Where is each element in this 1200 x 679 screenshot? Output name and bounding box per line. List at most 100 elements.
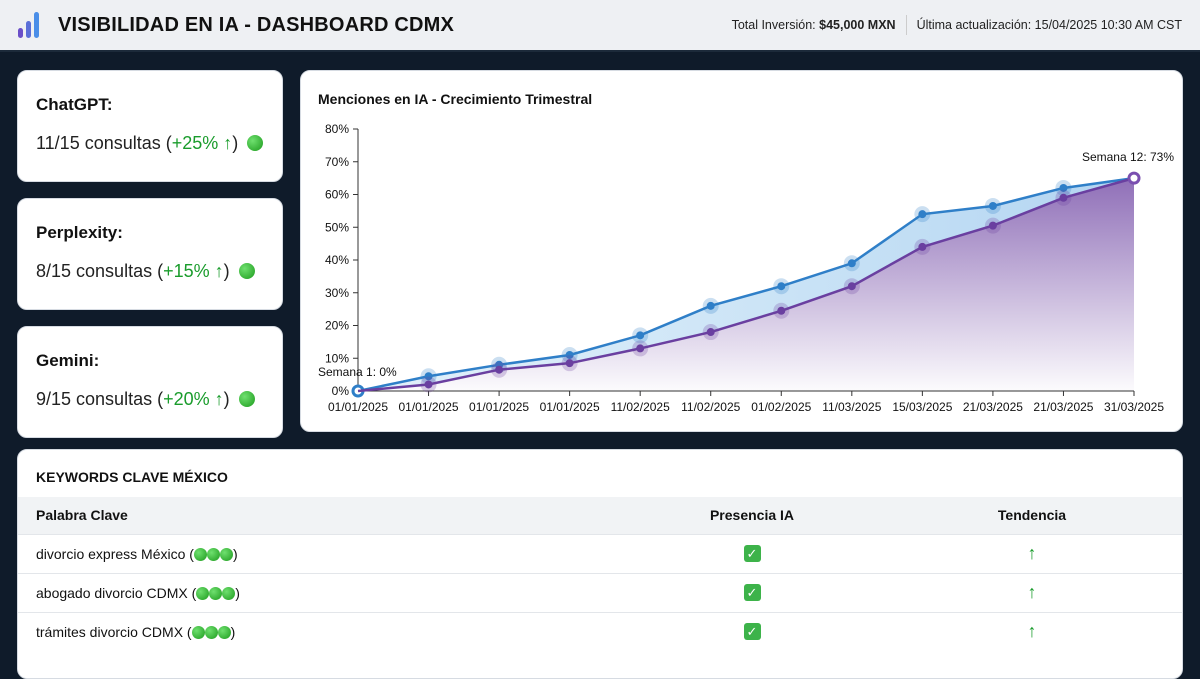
stat-title: ChatGPT:: [36, 95, 113, 114]
green-status-icon: [238, 391, 255, 407]
data-point: [424, 372, 433, 381]
paren: ): [223, 261, 230, 281]
x-tick-label: 31/03/2025: [1104, 400, 1164, 414]
y-tick-label: 30%: [325, 286, 349, 300]
keywords-table: Palabra Clave Presencia IA Tendencia div…: [18, 497, 1182, 651]
x-tick-label: 11/02/2025: [611, 400, 670, 414]
column-header: Tendencia: [882, 497, 1182, 534]
keyword: divorcio express México (: [36, 545, 194, 562]
x-tick-label: 01/02/2025: [751, 400, 811, 414]
table-row: trámites divorcio CDMX () ✓ ↑: [18, 611, 1182, 651]
data-point: [847, 259, 856, 268]
start-annotation: Semana 1: 0%: [318, 365, 397, 379]
data-point: [565, 359, 574, 368]
x-tick-label: 01/01/2025: [399, 400, 459, 414]
data-point: [1059, 193, 1068, 202]
stat-value: 9/15 consultas (: [36, 389, 164, 409]
table-row: divorcio express México () ✓ ↑: [18, 533, 1182, 573]
stat-title: Gemini:: [36, 351, 100, 370]
chart-title: Menciones en IA - Crecimiento Trimestral: [318, 91, 593, 107]
green-dot-icon: [222, 586, 236, 600]
y-tick-label: 20%: [325, 319, 349, 333]
data-point: [495, 365, 504, 374]
data-point: [777, 282, 786, 291]
x-tick-label: 15/03/2025: [892, 400, 952, 414]
green-dot-icon: [219, 547, 233, 561]
green-dot-icon: [209, 586, 223, 600]
data-point: [706, 301, 715, 310]
trend-up-icon: ↑: [1027, 582, 1037, 602]
green-dot-icon: [196, 586, 210, 600]
y-tick-label: 60%: [325, 188, 349, 202]
green-status-icon: [238, 263, 255, 279]
stat-title: Perplexity:: [36, 223, 123, 242]
stat-value: 11/15 consultas (: [36, 133, 172, 153]
y-tick-label: 80%: [325, 122, 349, 136]
table-row: abogado divorcio CDMX () ✓ ↑: [18, 572, 1182, 612]
investment-value: $45,000 MXN: [819, 18, 896, 32]
y-tick-label: 0%: [332, 384, 350, 398]
data-point: [706, 328, 715, 337]
data-point: [918, 210, 927, 219]
paren: ): [230, 623, 236, 640]
header: VISIBILIDAD EN IA - DASHBOARD CDMX Total…: [0, 0, 1200, 52]
keywords-title: KEYWORDS CLAVE MÉXICO: [36, 469, 228, 485]
trend-up-icon: ↑: [1027, 621, 1037, 642]
y-tick-label: 10%: [325, 351, 349, 365]
y-tick-label: 70%: [325, 155, 349, 169]
page-title: VISIBILIDAD EN IA - DASHBOARD CDMX: [58, 13, 455, 36]
mentions-chart-card: Menciones en IA - Crecimiento Trimestral…: [300, 70, 1183, 432]
x-tick-label: 11/02/2025: [681, 400, 740, 414]
x-tick-label: 01/01/2025: [469, 400, 529, 414]
data-point: [636, 344, 645, 353]
y-tick-label: 40%: [325, 253, 349, 267]
x-tick-label: 21/03/2025: [963, 400, 1023, 414]
data-point: [988, 201, 997, 210]
green-dot-icon: [193, 547, 207, 561]
keyword: abogado divorcio CDMX (: [36, 584, 197, 601]
stat-card-perplexity: Perplexity: 8/15 consultas (+15% ↑): [17, 198, 283, 310]
paren: ): [232, 545, 238, 562]
stat-change: +20% ↑: [163, 389, 224, 409]
stat-card-chatgpt: ChatGPT: 11/15 consultas (+25% ↑): [17, 70, 283, 182]
data-point: [1059, 183, 1068, 192]
y-tick-label: 50%: [325, 220, 349, 234]
green-dot-icon: [217, 625, 231, 639]
x-tick-label: 21/03/2025: [1033, 400, 1093, 414]
series-line: [357, 176, 1135, 393]
stat-value: 8/15 consultas (: [36, 261, 164, 281]
green-dot-icon: [206, 547, 220, 561]
paren: ): [232, 133, 239, 153]
trend-up-icon: ↑: [1027, 543, 1037, 563]
green-dot-icon: [191, 625, 205, 639]
end-annotation: Semana 12: 73%: [1082, 150, 1174, 164]
stat-change: +25% ↑: [171, 133, 233, 153]
x-tick-label: 01/01/2025: [328, 400, 388, 414]
paren: ): [235, 584, 240, 601]
data-point: [565, 350, 574, 359]
column-header: Palabra Clave: [18, 497, 622, 534]
paren: ): [223, 389, 230, 409]
check-icon: ✓: [743, 545, 761, 562]
data-point: [636, 331, 645, 340]
check-icon: ✓: [743, 584, 761, 601]
stat-change: +15% ↑: [163, 261, 224, 281]
purple-series-area: [358, 178, 1134, 391]
green-status-icon: [247, 135, 264, 151]
mentions-chart: 0% 10% 20% 30% 40% 50% 60% 70% 80% 01/01/2025 01/0…: [318, 122, 1174, 414]
bar-chart-logo-icon: [18, 12, 44, 38]
stat-card-gemini: Gemini: 9/15 consultas (+20% ↑): [17, 326, 283, 438]
keywords-card: KEYWORDS CLAVE MÉXICO Palabra Clave Pres…: [17, 449, 1183, 679]
keyword: trámites divorcio CDMX (: [36, 623, 192, 640]
last-updated: Última actualización: 15/04/2025 10:30 A…: [916, 18, 1182, 32]
data-point: [988, 221, 997, 230]
x-tick-label: 11/03/2025: [822, 400, 881, 414]
data-point: [847, 282, 856, 291]
x-tick-label: 01/01/2025: [540, 400, 600, 414]
series-line: [357, 176, 1135, 393]
check-icon: ✓: [743, 623, 761, 641]
green-dot-icon: [204, 625, 218, 639]
divider: [905, 15, 907, 35]
end-point: [1127, 171, 1141, 185]
data-point: [918, 242, 927, 251]
